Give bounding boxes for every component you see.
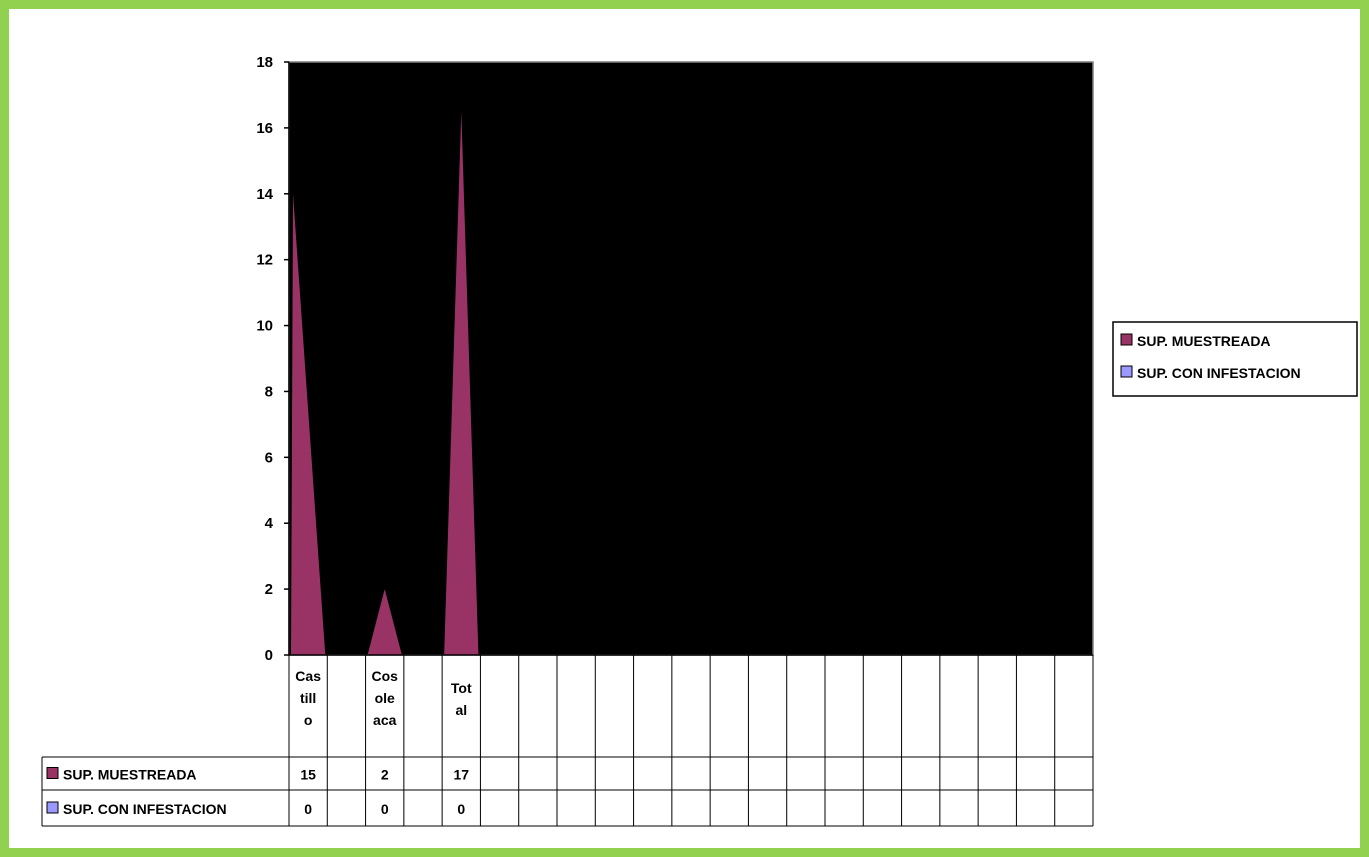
y-tick-label: 2 (265, 581, 273, 598)
area-peak-1-3 (367, 589, 402, 655)
x-category-label: Cas (295, 668, 321, 684)
legend-box (1112, 321, 1358, 397)
data-value-label: 2 (381, 767, 389, 783)
x-category-label: till (300, 690, 316, 706)
plot-area (288, 61, 1094, 656)
chart-canvas: 0 2 4 6 8 10 12 14 16 18 Cas till o Cos ole aca Tot al SUP… (41, 54, 1358, 827)
x-category-label: Cos (371, 668, 398, 684)
table-legend-key (46, 767, 59, 779)
table-series-name: SUP. CON INFESTACION (63, 801, 227, 817)
x-category-label: al (455, 702, 467, 718)
y-tick-label: 14 (256, 186, 273, 203)
y-tick-label: 0 (265, 647, 273, 664)
table-legend-key (46, 801, 59, 814)
table-series-name: SUP. MUESTREADA (63, 767, 197, 783)
data-value-label: 17 (453, 767, 469, 783)
x-category-label: o (304, 712, 313, 728)
y-tick-label: 6 (265, 449, 273, 466)
data-value-label: 0 (457, 801, 465, 817)
data-value-label: 0 (381, 801, 389, 817)
data-value-label: 0 (304, 801, 312, 817)
y-tick-label: 18 (256, 54, 273, 71)
y-tick-label: 4 (265, 515, 274, 532)
data-value-label: 15 (300, 767, 316, 783)
y-tick-label: 16 (256, 120, 273, 137)
x-category-label: ole (375, 690, 395, 706)
x-category-label: aca (373, 712, 397, 728)
legend-key-2 (1120, 365, 1133, 378)
legend-label-2: SUP. CON INFESTACION (1137, 365, 1301, 381)
y-tick-label: 8 (265, 383, 273, 400)
area-peak-1-1 (291, 193, 326, 655)
x-category-label: Tot (451, 680, 472, 696)
legend-key-1 (1120, 333, 1133, 346)
area-peak-1-5 (444, 111, 479, 655)
y-tick-label: 12 (256, 252, 273, 269)
legend-label-1: SUP. MUESTREADA (1137, 333, 1271, 349)
y-tick-label: 10 (256, 318, 273, 335)
